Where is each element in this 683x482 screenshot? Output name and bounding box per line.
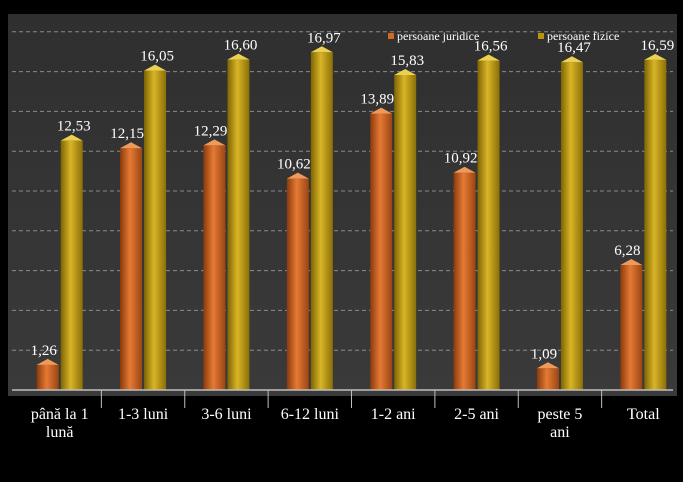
data-label: 16,05	[140, 49, 174, 65]
bar-body	[286, 178, 309, 390]
bar-cap	[453, 166, 476, 173]
bar-juridice	[286, 172, 309, 390]
bar-fizice	[144, 64, 167, 390]
data-label: 16,60	[224, 38, 258, 54]
data-label: 13,89	[360, 92, 394, 108]
bar-juridice	[370, 107, 393, 391]
bar-body	[120, 148, 143, 390]
gridlines	[12, 31, 673, 351]
data-label: 15,83	[390, 53, 424, 69]
bar-fizice	[644, 53, 667, 390]
bar-cap	[560, 56, 583, 63]
bar-body	[560, 62, 583, 390]
bar-fizice	[394, 68, 417, 390]
data-label: 12,15	[110, 126, 144, 142]
data-label: 1,26	[31, 343, 58, 359]
bar-body	[310, 52, 333, 391]
bar-cap	[120, 142, 143, 149]
bar-cap	[227, 53, 250, 60]
bar-cap	[370, 107, 393, 114]
bar-fizice	[560, 56, 583, 390]
bar-body	[620, 265, 643, 390]
bar-cap	[60, 134, 83, 141]
bar-fizice	[227, 53, 250, 390]
bar-cap	[477, 54, 500, 61]
category-label: 2-5 ani	[454, 406, 499, 423]
data-label: 12,53	[57, 119, 91, 135]
category-label: 6-12 luni	[281, 406, 340, 423]
legend: persoane juridice persoane fizice	[388, 29, 619, 43]
bar-juridice	[120, 142, 143, 390]
bar-fizice	[310, 46, 333, 391]
bar-cap	[144, 64, 167, 71]
data-label: 12,29	[194, 123, 228, 139]
bar-cap	[36, 358, 59, 365]
bar-body	[36, 364, 59, 390]
bar-cap	[286, 172, 309, 179]
bar-body	[370, 113, 393, 391]
legend-label: persoane juridice	[397, 29, 479, 43]
bar-body	[536, 368, 559, 390]
bar-body	[203, 145, 226, 390]
bar-body	[453, 172, 476, 390]
category-label: Total	[627, 406, 660, 423]
bar-juridice	[203, 139, 226, 390]
category-label: lună	[46, 424, 74, 441]
bar-juridice	[536, 362, 559, 390]
category-label: 1-3 luni	[118, 406, 169, 423]
bar-body	[144, 70, 167, 390]
category-label: ani	[550, 424, 570, 441]
category-label: 1-2 ani	[371, 406, 416, 423]
bar-juridice	[453, 166, 476, 390]
bar-cap	[620, 259, 643, 266]
data-label: 10,92	[444, 151, 478, 167]
bar-fizice	[60, 134, 83, 390]
bar-juridice	[36, 358, 59, 390]
legend-swatch	[388, 33, 394, 39]
category-label: 3-6 luni	[201, 406, 252, 423]
bar-body	[394, 74, 417, 390]
data-label: 1,09	[531, 346, 557, 362]
bar-fizice	[477, 54, 500, 391]
data-label: 16,56	[474, 38, 508, 54]
legend-swatch	[538, 33, 544, 39]
data-label: 16,47	[557, 40, 591, 56]
data-label: 16,59	[640, 38, 674, 54]
bars	[36, 46, 667, 391]
category-label: peste 5	[538, 406, 583, 423]
category-label: până la 1	[31, 406, 89, 423]
data-label: 6,28	[614, 243, 640, 259]
bar-body	[227, 59, 250, 390]
bar-body	[60, 140, 83, 390]
data-label: 16,97	[307, 30, 341, 46]
bar-body	[644, 59, 667, 390]
bar-body	[477, 60, 500, 391]
bar-cap	[644, 53, 667, 60]
bar-cap	[536, 362, 559, 369]
bar-juridice	[620, 259, 643, 390]
data-labels: 1,26 12,53 12,15 16,05 12,29 16,60 10,62 16,97 1…	[31, 30, 675, 362]
bar-cap	[310, 46, 333, 53]
bar-cap	[203, 139, 226, 146]
bar-cap	[394, 68, 417, 75]
legend-label: persoane fizice	[547, 29, 619, 43]
data-label: 10,62	[277, 157, 311, 173]
